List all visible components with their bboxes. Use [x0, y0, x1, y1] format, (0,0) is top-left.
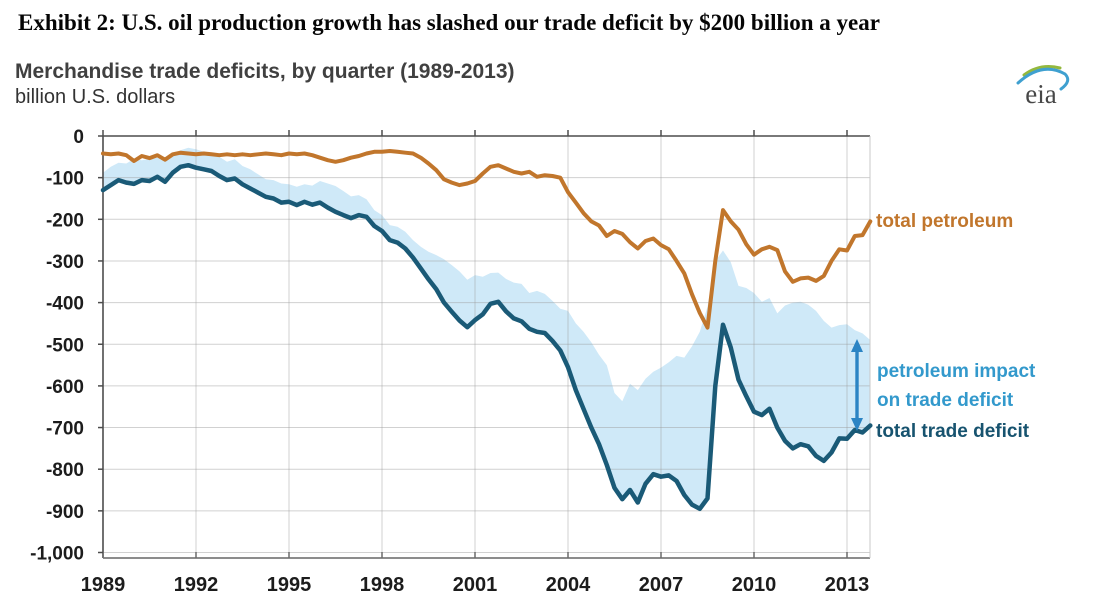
legend-petroleum-impact-line2: on trade deficit	[877, 390, 1014, 411]
y-axis-tick-label: -700	[46, 419, 84, 440]
y-axis-tick-label: -600	[46, 377, 84, 398]
y-axis-tick-label: -1,000	[30, 544, 84, 565]
petroleum-impact-band	[103, 147, 871, 509]
x-axis-tick-label: 2004	[546, 574, 591, 596]
y-axis-tick-label: -800	[46, 460, 84, 481]
legend-petroleum-impact-line1: petroleum impact	[877, 361, 1036, 382]
eia-logo-text: eia	[1025, 79, 1056, 109]
legend-total-trade-deficit: total trade deficit	[876, 421, 1030, 442]
y-axis-tick-label: -900	[46, 502, 84, 523]
y-axis-tick-label: -200	[46, 210, 84, 231]
y-axis-tick-label: -400	[46, 294, 84, 315]
x-axis-tick-label: 1995	[267, 574, 312, 596]
y-axis-tick-label: -500	[46, 335, 84, 356]
y-axis-tick-label: -100	[46, 169, 84, 190]
y-axis-tick-label: -300	[46, 252, 84, 273]
y-axis-tick-label: 0	[73, 127, 84, 148]
x-axis-tick-label: 1989	[81, 574, 126, 596]
x-axis-tick-label: 2001	[453, 574, 498, 596]
x-axis-tick-label: 2013	[825, 574, 870, 596]
eia-logo-graphic: eia	[1016, 65, 1070, 109]
x-axis-tick-label: 1992	[174, 574, 219, 596]
x-axis-tick-label: 2007	[639, 574, 684, 596]
impact-arrow-head-up	[851, 339, 863, 352]
eia-logo-blue-swoosh	[1016, 67, 1070, 91]
x-axis-tick-label: 1998	[360, 574, 405, 596]
chart-subtitle: Merchandise trade deficits, by quarter (…	[15, 60, 515, 83]
eia-logo: eia	[1010, 58, 1074, 110]
x-axis-tick-label: 2010	[732, 574, 777, 596]
total-petroleum-line	[101, 149, 873, 330]
impact-arrow-head-down	[851, 418, 863, 431]
page-title: Exhibit 2: U.S. oil production growth ha…	[18, 10, 880, 35]
legend-total-petroleum: total petroleum	[876, 211, 1014, 232]
eia-logo-green-swoosh	[1022, 65, 1062, 77]
total-trade-deficit-line	[100, 162, 873, 512]
legend-petroleum-impact: petroleum impact on trade deficit	[877, 357, 1035, 415]
chart-unit-label: billion U.S. dollars	[15, 86, 176, 108]
